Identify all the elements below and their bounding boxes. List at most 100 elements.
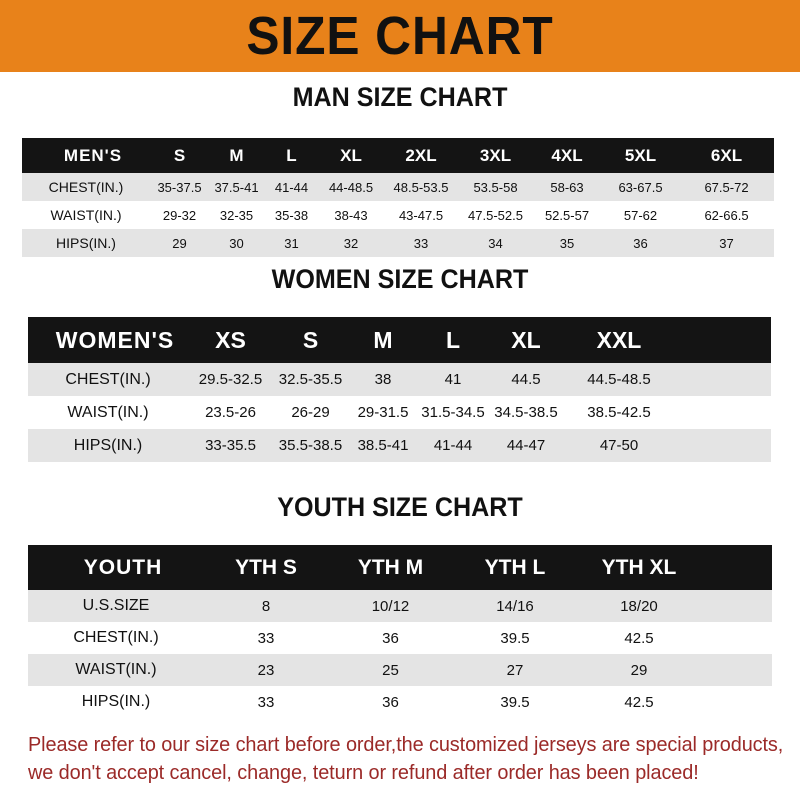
women-cell: 41-44 xyxy=(433,437,473,454)
women-cell: 29.5-32.5 xyxy=(198,371,263,388)
man-cell: 47.5-52.5 xyxy=(468,207,523,223)
women-cell-empty xyxy=(674,429,771,462)
youth-cell-empty xyxy=(701,654,772,686)
table-row: WAIST(IN.) 23 25 27 29 xyxy=(28,654,772,686)
man-cell: 33 xyxy=(413,235,429,251)
women-col-header: XS xyxy=(215,326,246,353)
table-row: HIPS(IN.) 29 30 31 32 33 34 35 36 37 xyxy=(22,229,774,257)
youth-cell: 27 xyxy=(506,661,524,679)
youth-cell: 42.5 xyxy=(624,629,654,647)
youth-col-header: YTH M xyxy=(357,555,424,579)
women-cell: 29-31.5 xyxy=(357,404,409,421)
women-cell: 38 xyxy=(374,371,392,388)
youth-header-label: YOUTH xyxy=(83,555,163,579)
man-row-label: CHEST(IN.) xyxy=(48,179,124,195)
youth-cell: 14/16 xyxy=(496,597,534,615)
man-cell: 58-63 xyxy=(550,179,584,195)
youth-cell-empty xyxy=(701,686,772,718)
man-col-header: S xyxy=(173,145,186,165)
man-col-header: M xyxy=(229,145,244,165)
youth-row-label: U.S.SIZE xyxy=(82,597,150,614)
man-col-header: 5XL xyxy=(624,145,657,165)
man-header-label: MEN'S xyxy=(63,145,123,165)
man-cell: 41-44 xyxy=(274,179,309,195)
women-cell: 38.5-42.5 xyxy=(587,404,651,421)
youth-col-header-empty xyxy=(701,545,772,590)
man-cell: 30 xyxy=(229,235,244,251)
women-header-label: WOMEN'S xyxy=(55,326,175,353)
man-cell: 38-43 xyxy=(334,207,368,223)
women-cell: 23.5-26 xyxy=(205,404,256,421)
women-cell: 44.5-48.5 xyxy=(587,371,651,388)
table-row: CHEST(IN.) 35-37.5 37.5-41 41-44 44-48.5… xyxy=(22,173,774,201)
man-cell: 37.5-41 xyxy=(214,179,259,195)
youth-row-label: CHEST(IN.) xyxy=(73,629,159,646)
youth-cell: 10/12 xyxy=(371,597,410,615)
youth-cell: 36 xyxy=(382,693,399,711)
man-cell: 44-48.5 xyxy=(328,179,374,195)
youth-size-table: YOUTH YTH S YTH M YTH L YTH XL U.S.SIZE … xyxy=(28,545,772,718)
women-col-header: S xyxy=(302,326,319,353)
table-row: CHEST(IN.) 29.5-32.5 32.5-35.5 38 41 44.… xyxy=(28,363,771,396)
women-cell: 44.5 xyxy=(511,371,541,388)
women-col-header: XL xyxy=(511,326,541,353)
man-table-header-row: MEN'S S M L XL 2XL 3XL 4XL 5XL 6XL xyxy=(22,138,774,173)
man-cell: 35 xyxy=(559,235,575,251)
table-row: WAIST(IN.) 23.5-26 26-29 29-31.5 31.5-34… xyxy=(28,396,771,429)
women-cell-empty xyxy=(674,363,771,396)
youth-cell: 8 xyxy=(261,597,271,615)
man-cell: 53.5-58 xyxy=(473,179,518,195)
man-cell: 31 xyxy=(284,235,299,251)
man-cell: 67.5-72 xyxy=(704,179,749,195)
man-cell: 52.5-57 xyxy=(544,207,590,223)
man-col-header: 6XL xyxy=(710,145,743,165)
man-cell: 43-47.5 xyxy=(398,207,444,223)
youth-cell: 33 xyxy=(257,629,275,647)
women-cell: 41 xyxy=(444,371,462,388)
youth-cell-empty xyxy=(701,590,772,622)
table-row: HIPS(IN.) 33-35.5 35.5-38.5 38.5-41 41-4… xyxy=(28,429,771,462)
table-row: CHEST(IN.) 33 36 39.5 42.5 xyxy=(28,622,772,654)
disclaimer-text: Please refer to our size chart before or… xyxy=(28,731,783,787)
women-size-table: WOMEN'S XS S M L XL XXL CHEST(IN.) 29.5-… xyxy=(28,317,771,462)
man-cell: 35-38 xyxy=(274,207,309,223)
youth-col-header: YTH XL xyxy=(601,555,677,579)
man-col-header: 3XL xyxy=(479,145,512,165)
youth-cell: 39.5 xyxy=(500,693,530,711)
man-cell: 32 xyxy=(343,235,359,251)
women-col-header: M xyxy=(373,326,393,353)
man-cell: 29 xyxy=(172,235,187,251)
women-col-header: L xyxy=(445,326,461,353)
man-size-table: MEN'S S M L XL 2XL 3XL 4XL 5XL 6XL CHEST… xyxy=(22,138,774,257)
man-cell: 62-66.5 xyxy=(704,207,749,223)
man-col-header: 2XL xyxy=(405,145,437,165)
man-col-header: XL xyxy=(340,145,362,165)
page-title: SIZE CHART xyxy=(246,6,554,66)
man-cell: 57-62 xyxy=(623,207,658,223)
youth-cell-empty xyxy=(701,622,772,654)
man-cell: 32-35 xyxy=(219,207,254,223)
man-cell: 63-67.5 xyxy=(618,179,663,195)
youth-cell: 25 xyxy=(382,661,399,679)
women-cell: 35.5-38.5 xyxy=(278,437,343,454)
page-banner: SIZE CHART xyxy=(0,0,800,72)
women-cell: 47-50 xyxy=(599,437,639,454)
women-cell: 33-35.5 xyxy=(205,437,256,454)
youth-row-label: WAIST(IN.) xyxy=(75,661,157,678)
man-cell: 34 xyxy=(488,235,503,251)
youth-col-header: YTH S xyxy=(235,555,297,579)
man-cell: 29-32 xyxy=(162,207,197,223)
women-cell: 26-29 xyxy=(291,404,330,421)
man-row-label: HIPS(IN.) xyxy=(56,235,116,251)
youth-col-header: YTH L xyxy=(484,555,546,579)
youth-cell: 29 xyxy=(630,661,648,679)
table-row: U.S.SIZE 8 10/12 14/16 18/20 xyxy=(28,590,772,622)
women-col-header-empty xyxy=(674,317,771,363)
women-cell: 34.5-38.5 xyxy=(494,404,558,421)
youth-cell: 42.5 xyxy=(624,693,654,711)
youth-cell: 36 xyxy=(382,629,399,647)
man-cell: 36 xyxy=(633,235,648,251)
youth-cell: 18/20 xyxy=(620,597,658,615)
youth-cell: 23 xyxy=(257,661,275,679)
